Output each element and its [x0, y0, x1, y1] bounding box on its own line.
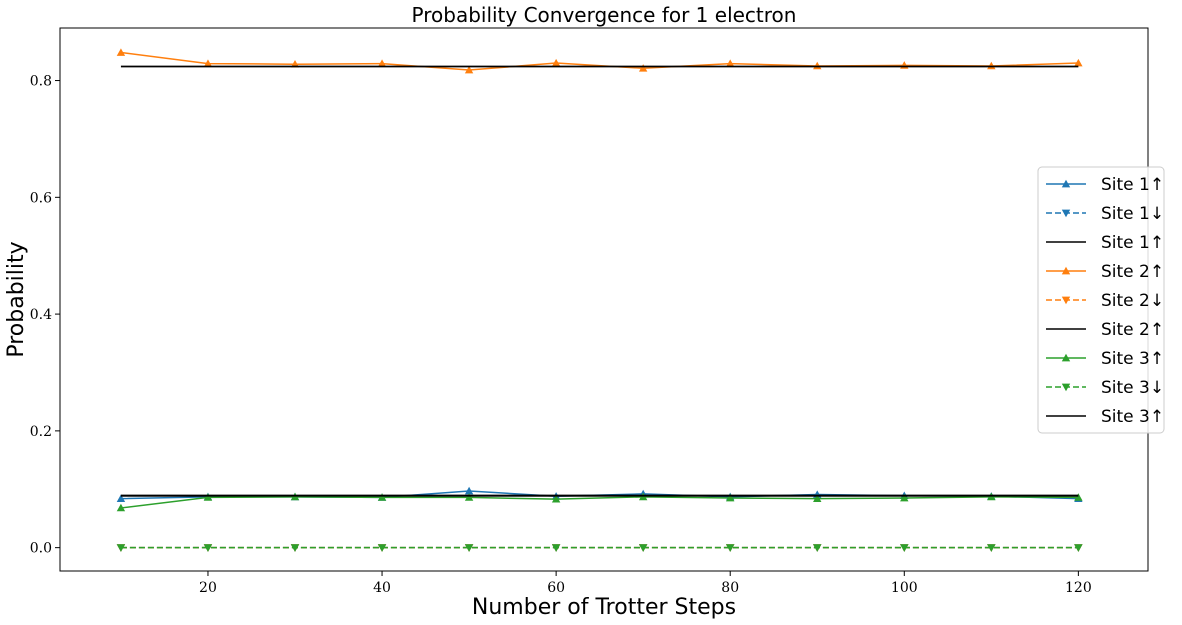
series-line — [120, 496, 1079, 509]
y-tick-label: 0.0 — [30, 541, 52, 557]
legend-label: Site 2↑ — [1101, 262, 1164, 282]
data-point — [726, 544, 735, 552]
legend-item: Site 1↓ — [1046, 204, 1164, 224]
series-8 — [116, 544, 1083, 552]
legend-label: Site 3↑ — [1101, 349, 1164, 369]
legend-marker — [1061, 209, 1071, 218]
data-point — [1074, 58, 1083, 67]
legend-label: Site 2↓ — [1101, 291, 1164, 311]
legend: Site 1↑ Site 1↓ Site 1↑ Site 2↑ Site 2↓ Site … — [1037, 166, 1165, 434]
legend-item: Site 1↑ — [1046, 175, 1164, 195]
x-tick-label: 100 — [891, 580, 918, 596]
data-point — [1074, 544, 1083, 552]
legend-frame — [1037, 166, 1165, 434]
chart-title: Probability Convergence for 1 electron — [412, 3, 797, 27]
data-point — [551, 544, 561, 552]
axis-ticks: 20 40 60 80 100 120 0.0 0.2 0.4 0.6 0.8 — [30, 74, 1092, 596]
legend-item: Site 3↑ — [1046, 349, 1164, 369]
data-point — [900, 544, 909, 552]
legend-label: Site 1↓ — [1101, 204, 1164, 224]
data-point — [900, 493, 909, 502]
legend-marker — [1061, 383, 1071, 392]
x-axis-label: Number of Trotter Steps — [472, 595, 736, 620]
data-point — [726, 493, 735, 502]
data-point — [116, 494, 126, 502]
data-point — [987, 544, 996, 552]
data-point — [377, 544, 387, 552]
data-point — [1074, 493, 1083, 501]
data-point — [464, 544, 474, 552]
y-tick-label: 0.2 — [30, 424, 52, 440]
x-tick-label: 80 — [721, 580, 739, 596]
legend-marker — [1061, 179, 1071, 188]
x-tick-label: 120 — [1065, 580, 1092, 596]
legend-item: Site 2↑ — [1046, 320, 1164, 340]
legend-item: Site 2↓ — [1046, 291, 1164, 311]
data-point — [813, 494, 822, 502]
data-point — [203, 59, 213, 67]
y-axis-label: Probability — [4, 241, 29, 357]
y-tick-label: 0.4 — [30, 307, 52, 323]
data-point — [203, 493, 213, 501]
legend-item: Site 1↑ — [1046, 233, 1164, 253]
data-point — [551, 58, 561, 67]
data-point — [116, 503, 126, 512]
series-1 — [116, 486, 1083, 502]
data-point — [464, 486, 474, 495]
legend-marker — [1061, 266, 1071, 275]
series-4 — [116, 48, 1083, 74]
y-tick-label: 0.8 — [30, 74, 52, 90]
legend-label: Site 2↑ — [1101, 320, 1164, 340]
x-tick-label: 20 — [199, 580, 217, 596]
data-point — [551, 494, 561, 503]
legend-marker — [1061, 296, 1071, 305]
data-point — [813, 544, 822, 552]
legend-item: Site 3↓ — [1046, 378, 1164, 398]
legend-label: Site 1↑ — [1101, 233, 1164, 253]
legend-marker — [1061, 353, 1071, 362]
legend-label: Site 3↑ — [1101, 407, 1164, 427]
data-point — [638, 544, 648, 552]
data-point — [377, 493, 387, 501]
legend-item: Site 3↑ — [1046, 407, 1164, 427]
data-point — [116, 544, 126, 552]
plot-area — [59, 27, 1149, 572]
data-point — [203, 544, 213, 552]
data-point — [464, 493, 474, 501]
data-point — [290, 544, 300, 552]
data-point — [726, 59, 735, 67]
legend-label: Site 1↑ — [1101, 175, 1164, 195]
x-tick-label: 40 — [373, 580, 391, 596]
legend-item: Site 2↑ — [1046, 262, 1164, 282]
data-point — [116, 48, 126, 56]
data-point — [377, 59, 387, 67]
data-point — [464, 65, 474, 74]
data-point — [638, 64, 648, 72]
series-group — [116, 48, 1083, 552]
x-tick-label: 60 — [547, 580, 565, 596]
legend-label: Site 3↓ — [1101, 378, 1164, 398]
y-tick-label: 0.6 — [30, 190, 52, 206]
